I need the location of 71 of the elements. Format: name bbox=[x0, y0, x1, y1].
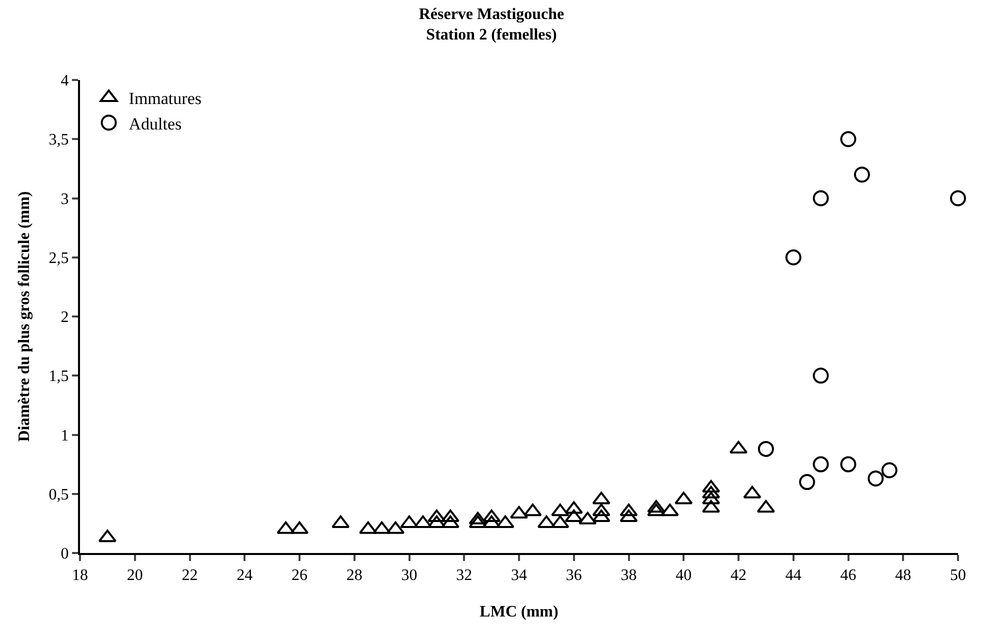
x-tick-label: 18 bbox=[72, 567, 88, 584]
y-tick-label: 1 bbox=[60, 427, 69, 444]
x-tick-label: 30 bbox=[401, 567, 418, 584]
point bbox=[881, 462, 898, 478]
point bbox=[551, 504, 570, 516]
point bbox=[524, 504, 542, 516]
chart-title: Réserve Mastigouche bbox=[418, 6, 564, 23]
x-tick-label: 32 bbox=[456, 567, 472, 584]
point bbox=[551, 515, 570, 528]
x-tick-label: 26 bbox=[292, 567, 308, 584]
point bbox=[592, 492, 610, 504]
y-axis-title: Diamètre du plus gros follicule (mm) bbox=[16, 191, 34, 442]
x-tick-label: 40 bbox=[676, 567, 692, 584]
x-tick-label: 50 bbox=[950, 567, 966, 584]
x-tick-label: 44 bbox=[785, 567, 802, 584]
point bbox=[468, 515, 487, 528]
point bbox=[785, 249, 802, 266]
y-tick-label: 2,5 bbox=[48, 250, 69, 267]
point bbox=[578, 512, 597, 524]
point bbox=[468, 512, 487, 524]
point bbox=[868, 470, 884, 486]
x-tick-label: 20 bbox=[126, 567, 143, 584]
point bbox=[620, 504, 638, 516]
y-tick-label: 0 bbox=[60, 546, 69, 563]
y-tick-label: 0,5 bbox=[48, 486, 69, 504]
point bbox=[620, 510, 638, 522]
point bbox=[812, 190, 829, 206]
point bbox=[758, 440, 774, 457]
x-tick-label: 42 bbox=[730, 567, 746, 584]
legend-label: Adultes bbox=[128, 114, 182, 134]
point bbox=[647, 500, 666, 513]
point bbox=[812, 456, 829, 472]
point bbox=[840, 456, 856, 472]
point bbox=[660, 504, 679, 516]
legend-label: Immatures bbox=[128, 89, 202, 108]
y-tick-label: 3,5 bbox=[48, 132, 69, 149]
point bbox=[276, 521, 295, 534]
point bbox=[647, 504, 666, 516]
x-tick-label: 48 bbox=[895, 567, 912, 584]
point bbox=[812, 368, 829, 384]
point bbox=[332, 515, 350, 528]
point bbox=[592, 504, 610, 516]
x-tick-label: 38 bbox=[620, 567, 637, 584]
x-tick-label: 36 bbox=[566, 567, 582, 584]
point bbox=[564, 501, 583, 514]
y-tick-label: 1,5 bbox=[48, 368, 69, 386]
point bbox=[564, 510, 583, 522]
x-tick-label: 34 bbox=[511, 567, 527, 584]
point bbox=[428, 515, 446, 528]
y-tick-label: 3 bbox=[60, 190, 69, 208]
x-tick-label: 28 bbox=[346, 567, 362, 584]
x-axis-title: LMC (mm) bbox=[480, 603, 558, 620]
point bbox=[372, 521, 391, 534]
point bbox=[840, 131, 856, 148]
point bbox=[428, 510, 446, 522]
point bbox=[674, 492, 693, 504]
y-tick-label: 2 bbox=[60, 309, 69, 326]
point bbox=[496, 515, 514, 528]
point bbox=[400, 515, 418, 528]
point bbox=[592, 510, 610, 522]
x-tick-label: 22 bbox=[182, 567, 198, 584]
x-tick-label: 46 bbox=[840, 567, 856, 584]
point bbox=[441, 510, 460, 522]
point bbox=[854, 166, 870, 183]
point bbox=[441, 515, 460, 528]
chart-subtitle: Station 2 (femelles) bbox=[426, 26, 557, 44]
y-tick-label: 4 bbox=[60, 72, 69, 90]
point bbox=[950, 190, 966, 206]
point bbox=[743, 486, 762, 498]
point bbox=[359, 521, 378, 534]
x-tick-label: 24 bbox=[236, 567, 253, 584]
